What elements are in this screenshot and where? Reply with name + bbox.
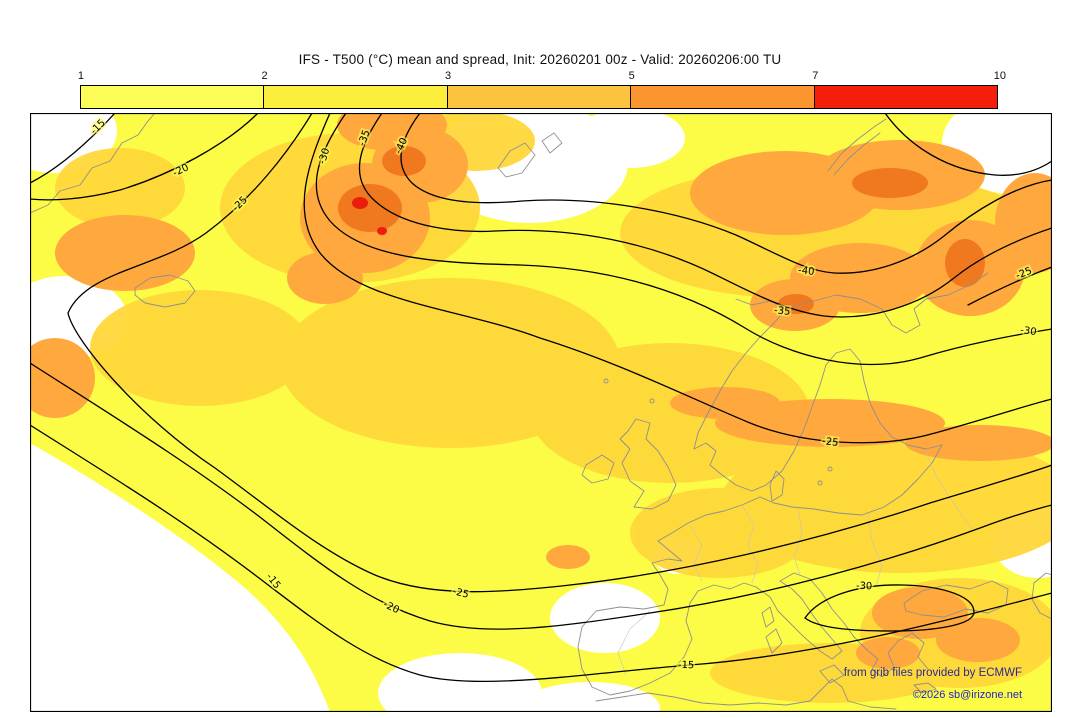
- contour-label: -25: [822, 436, 839, 449]
- map-area: -15 -20 -25 -30 -35 -40 -40 -35 -25 -30 …: [30, 113, 1052, 712]
- colorbar-segment: [81, 86, 265, 108]
- map-canvas: -15 -20 -25 -30 -35 -40 -40 -35 -25 -30 …: [30, 113, 1052, 712]
- colorbar-tick-label: 7: [812, 70, 819, 82]
- colorbar-tick-labels: 1 2 3 5 7 10: [77, 70, 1006, 84]
- colorbar-tick-label: 1: [77, 70, 84, 82]
- colorbar-segment: [814, 86, 998, 108]
- coastlines: [30, 113, 1052, 710]
- map-border: [30, 113, 1052, 712]
- colorbar-segment: [631, 86, 815, 108]
- spread-fill-orange-patches: [30, 113, 1052, 669]
- colorbar-bar: [80, 85, 998, 109]
- colorbar-tick-label: 3: [445, 70, 452, 82]
- spread-fill-dark-orange-cores: [338, 146, 985, 314]
- contour-label: -15: [678, 660, 695, 672]
- attribution-ecmwf: from grib files provided by ECMWF: [844, 667, 1022, 679]
- contour-label: -30: [1019, 325, 1037, 338]
- colorbar-tick-label: 5: [628, 70, 635, 82]
- contour-label: -30: [856, 581, 873, 593]
- colorbar-segment: [447, 86, 632, 108]
- spread-fill-red-spots: [352, 197, 387, 235]
- chart-title: IFS - T500 (°C) mean and spread, Init: 2…: [298, 52, 782, 67]
- country-borders: [617, 452, 975, 676]
- temperature-contours: [30, 113, 1052, 683]
- colorbar-tick-label: 2: [261, 70, 268, 82]
- colorbar-segment: [264, 86, 448, 108]
- colorbar-tick-label: 10: [993, 70, 1006, 82]
- contour-label: -40: [798, 265, 815, 278]
- contour-label: -35: [774, 305, 791, 318]
- attribution-copyright: ©2026 sb@irizone.net: [913, 689, 1022, 701]
- spread-colorbar: 1 2 3 5 7 10: [77, 70, 1006, 110]
